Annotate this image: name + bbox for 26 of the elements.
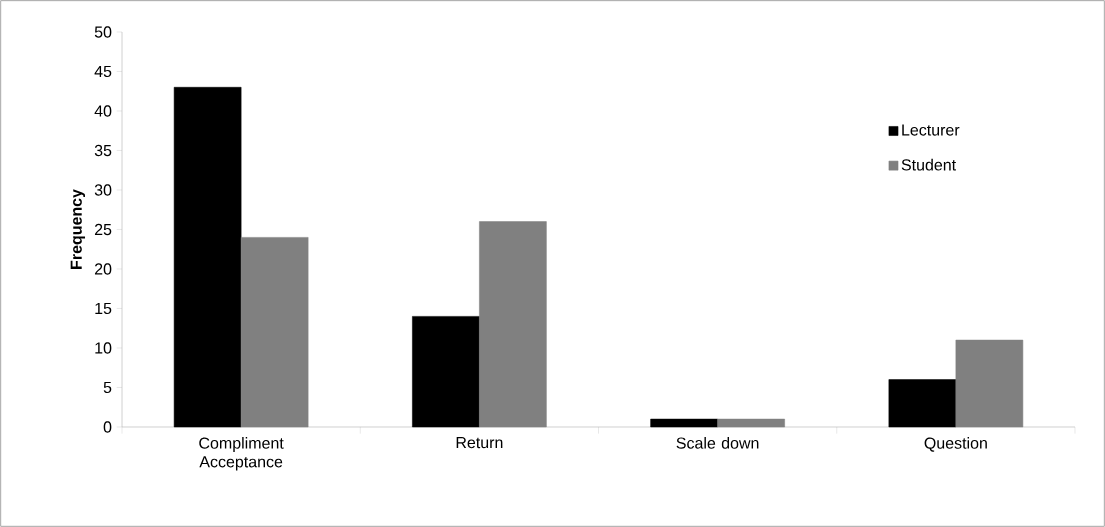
bar	[240, 237, 309, 428]
y-tick-label: 10	[95, 342, 112, 354]
bar	[650, 418, 718, 428]
bar	[479, 221, 547, 428]
y-tick-label: 40	[94, 105, 112, 117]
bar	[173, 87, 242, 428]
x-tick-label: Compliment Acceptance	[199, 437, 284, 471]
bar	[955, 339, 1024, 428]
y-axis-title: Frequency	[70, 189, 86, 269]
bar	[717, 418, 785, 428]
x-tick-label: Scale down	[676, 437, 759, 449]
y-tick-label: 25	[94, 223, 112, 236]
bar	[412, 316, 480, 428]
x-tick-label: Return	[456, 437, 503, 449]
legend-label: Lecturer	[902, 124, 960, 136]
y-tick-label: 0	[103, 421, 112, 433]
y-tick-label: 35	[94, 144, 112, 157]
y-tick-label: 5	[103, 381, 112, 394]
bar	[888, 379, 957, 428]
y-tick-label: 20	[94, 263, 112, 275]
y-tick-label: 50	[94, 26, 112, 38]
y-tick-label: 30	[94, 184, 112, 196]
legend-label: Student	[901, 158, 957, 171]
y-tick-label: 15	[95, 302, 112, 315]
x-tick-label: Question	[924, 437, 987, 452]
y-tick-label: 45	[94, 65, 112, 78]
